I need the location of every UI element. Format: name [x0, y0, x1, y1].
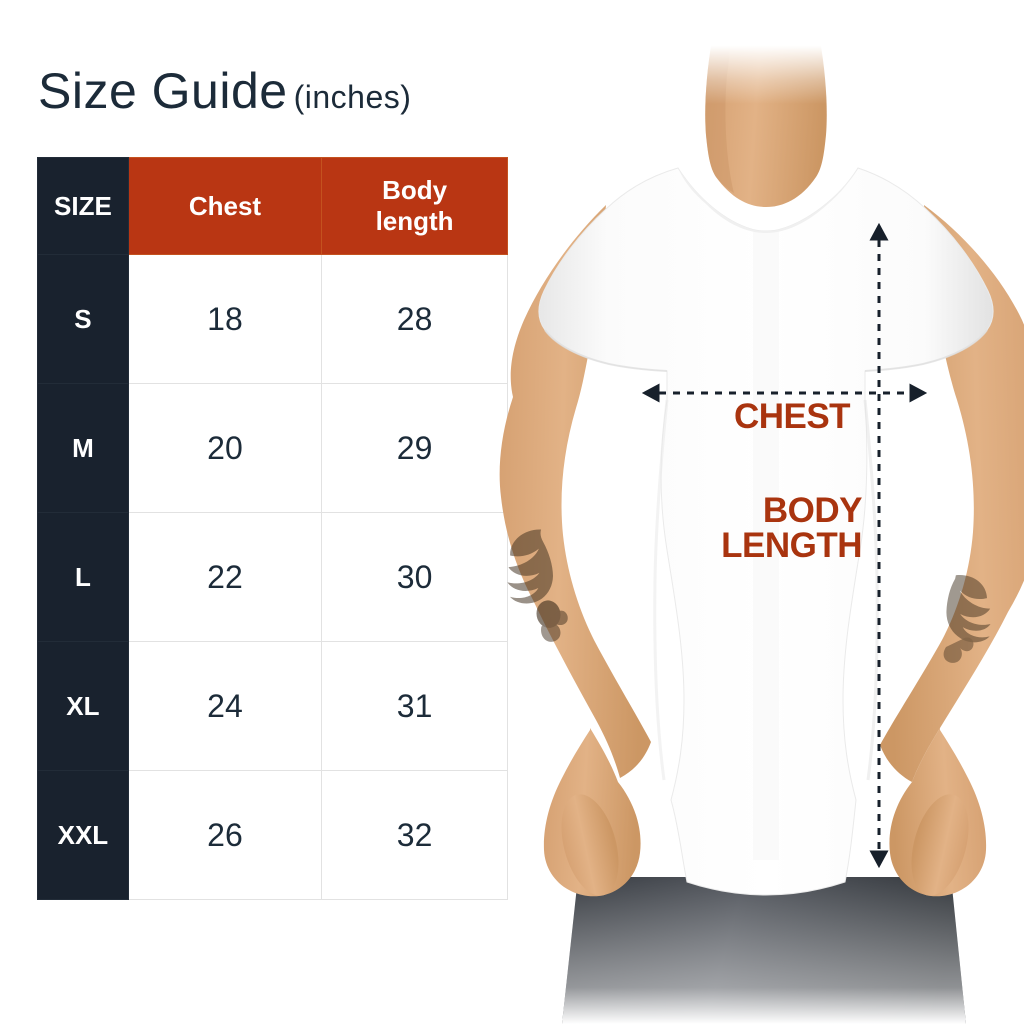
- svg-text:BODY: BODY: [763, 491, 862, 530]
- svg-text:CHEST: CHEST: [734, 397, 850, 436]
- svg-text:LENGTH: LENGTH: [721, 526, 862, 565]
